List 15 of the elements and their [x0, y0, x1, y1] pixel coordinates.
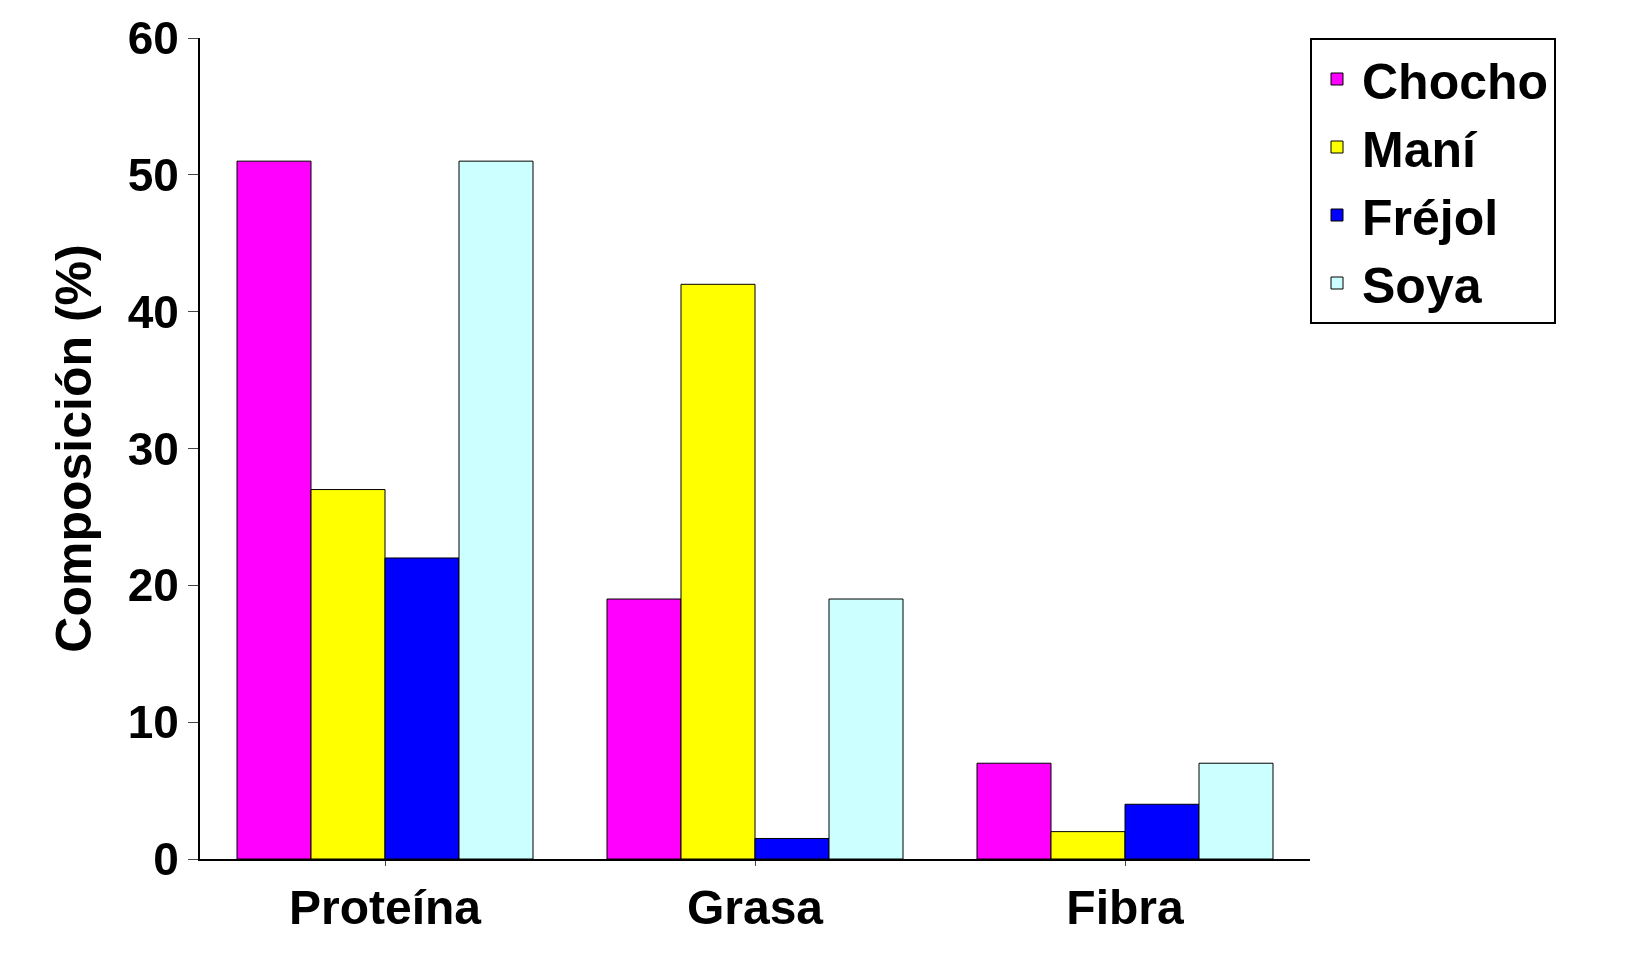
legend-label: Fréjol [1362, 189, 1499, 246]
x-tick-label: Grasa [686, 880, 824, 934]
y-tick-label: 20 [127, 559, 179, 612]
y-tick-label: 60 [127, 12, 179, 65]
x-tick-label: Proteína [288, 880, 482, 934]
x-tick-label: Fibra [1066, 880, 1184, 934]
y-axis-title: Composición (%) [46, 244, 103, 653]
y-tick-label: 10 [127, 696, 179, 749]
legend-label: Chocho [1362, 53, 1549, 110]
legend-label: Soya [1362, 257, 1483, 314]
y-tick-label: 50 [127, 148, 179, 201]
y-tick-label: 0 [153, 833, 179, 886]
legend-label: Maní [1362, 121, 1478, 178]
y-tick-label: 30 [127, 422, 179, 475]
y-tick-label: 40 [127, 285, 179, 338]
